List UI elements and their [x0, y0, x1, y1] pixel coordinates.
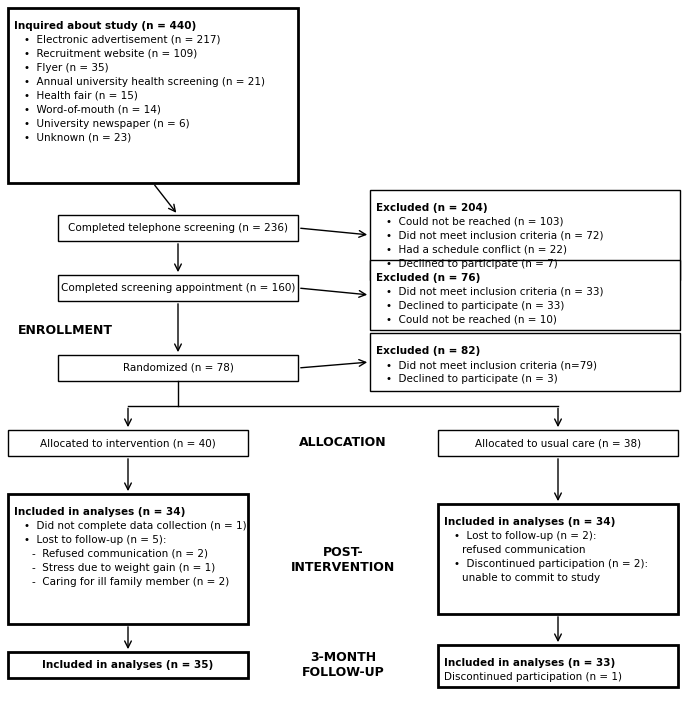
Text: -  Caring for ill family member (n = 2): - Caring for ill family member (n = 2) — [32, 577, 229, 587]
Bar — [8, 8, 298, 183]
Text: ENROLLMENT: ENROLLMENT — [18, 323, 113, 337]
Bar — [58, 215, 298, 241]
Text: unable to commit to study: unable to commit to study — [462, 573, 600, 583]
Text: •  Word-of-mouth (n = 14): • Word-of-mouth (n = 14) — [24, 105, 161, 115]
Bar — [438, 645, 678, 687]
Bar — [8, 430, 248, 456]
Text: Included in analyses (n = 35): Included in analyses (n = 35) — [43, 660, 214, 670]
Text: •  Lost to follow-up (n = 2):: • Lost to follow-up (n = 2): — [454, 531, 597, 541]
Bar — [438, 504, 678, 614]
Text: Excluded (n = 204): Excluded (n = 204) — [376, 203, 488, 213]
Bar — [438, 430, 678, 456]
Text: •  Lost to follow-up (n = 5):: • Lost to follow-up (n = 5): — [24, 535, 167, 545]
Text: Included in analyses (n = 33): Included in analyses (n = 33) — [444, 658, 615, 668]
Text: •  University newspaper (n = 6): • University newspaper (n = 6) — [24, 119, 190, 129]
Text: •  Electronic advertisement (n = 217): • Electronic advertisement (n = 217) — [24, 35, 221, 45]
Text: •  Declined to participate (n = 7): • Declined to participate (n = 7) — [386, 259, 558, 269]
Text: •  Did not meet inclusion criteria (n = 33): • Did not meet inclusion criteria (n = 3… — [386, 287, 604, 297]
Text: •  Declined to participate (n = 33): • Declined to participate (n = 33) — [386, 301, 565, 311]
Text: Included in analyses (n = 34): Included in analyses (n = 34) — [14, 507, 186, 517]
Text: •  Health fair (n = 15): • Health fair (n = 15) — [24, 91, 138, 101]
Bar — [58, 355, 298, 381]
Text: Randomized (n = 78): Randomized (n = 78) — [123, 363, 233, 373]
Text: •  Had a schedule conflict (n = 22): • Had a schedule conflict (n = 22) — [386, 245, 567, 255]
Text: •  Did not complete data collection (n = 1): • Did not complete data collection (n = … — [24, 521, 246, 531]
Text: Allocated to usual care (n = 38): Allocated to usual care (n = 38) — [475, 438, 641, 448]
Text: Inquired about study (n = 440): Inquired about study (n = 440) — [14, 21, 196, 31]
Text: Discontinued participation (n = 1): Discontinued participation (n = 1) — [444, 672, 622, 682]
Text: Completed telephone screening (n = 236): Completed telephone screening (n = 236) — [68, 223, 288, 233]
Text: •  Unknown (n = 23): • Unknown (n = 23) — [24, 133, 131, 143]
Text: Excluded (n = 82): Excluded (n = 82) — [376, 346, 480, 356]
Text: •  Recruitment website (n = 109): • Recruitment website (n = 109) — [24, 49, 198, 59]
Text: •  Flyer (n = 35): • Flyer (n = 35) — [24, 63, 109, 73]
Text: Included in analyses (n = 34): Included in analyses (n = 34) — [444, 517, 616, 527]
Bar — [370, 190, 680, 280]
Bar — [370, 333, 680, 391]
Text: •  Did not meet inclusion criteria (n=79): • Did not meet inclusion criteria (n=79) — [386, 360, 597, 370]
Text: •  Discontinued participation (n = 2):: • Discontinued participation (n = 2): — [454, 559, 648, 569]
Bar — [8, 494, 248, 624]
Bar — [8, 652, 248, 678]
Text: •  Did not meet inclusion criteria (n = 72): • Did not meet inclusion criteria (n = 7… — [386, 231, 604, 241]
Text: Excluded (n = 76): Excluded (n = 76) — [376, 273, 480, 283]
Text: ALLOCATION: ALLOCATION — [299, 437, 387, 450]
Bar — [370, 260, 680, 330]
Text: -  Refused communication (n = 2): - Refused communication (n = 2) — [32, 549, 208, 559]
Text: -  Stress due to weight gain (n = 1): - Stress due to weight gain (n = 1) — [32, 563, 215, 573]
Text: •  Declined to participate (n = 3): • Declined to participate (n = 3) — [386, 374, 558, 384]
Text: •  Could not be reached (n = 10): • Could not be reached (n = 10) — [386, 315, 557, 325]
Text: •  Could not be reached (n = 103): • Could not be reached (n = 103) — [386, 217, 563, 227]
Text: POST-
INTERVENTION: POST- INTERVENTION — [291, 546, 395, 574]
Text: refused communication: refused communication — [462, 545, 586, 555]
Text: Completed screening appointment (n = 160): Completed screening appointment (n = 160… — [61, 283, 295, 293]
Bar — [58, 275, 298, 301]
Text: Allocated to intervention (n = 40): Allocated to intervention (n = 40) — [40, 438, 216, 448]
Text: •  Annual university health screening (n = 21): • Annual university health screening (n … — [24, 77, 265, 87]
Text: 3-MONTH
FOLLOW-UP: 3-MONTH FOLLOW-UP — [302, 651, 385, 679]
